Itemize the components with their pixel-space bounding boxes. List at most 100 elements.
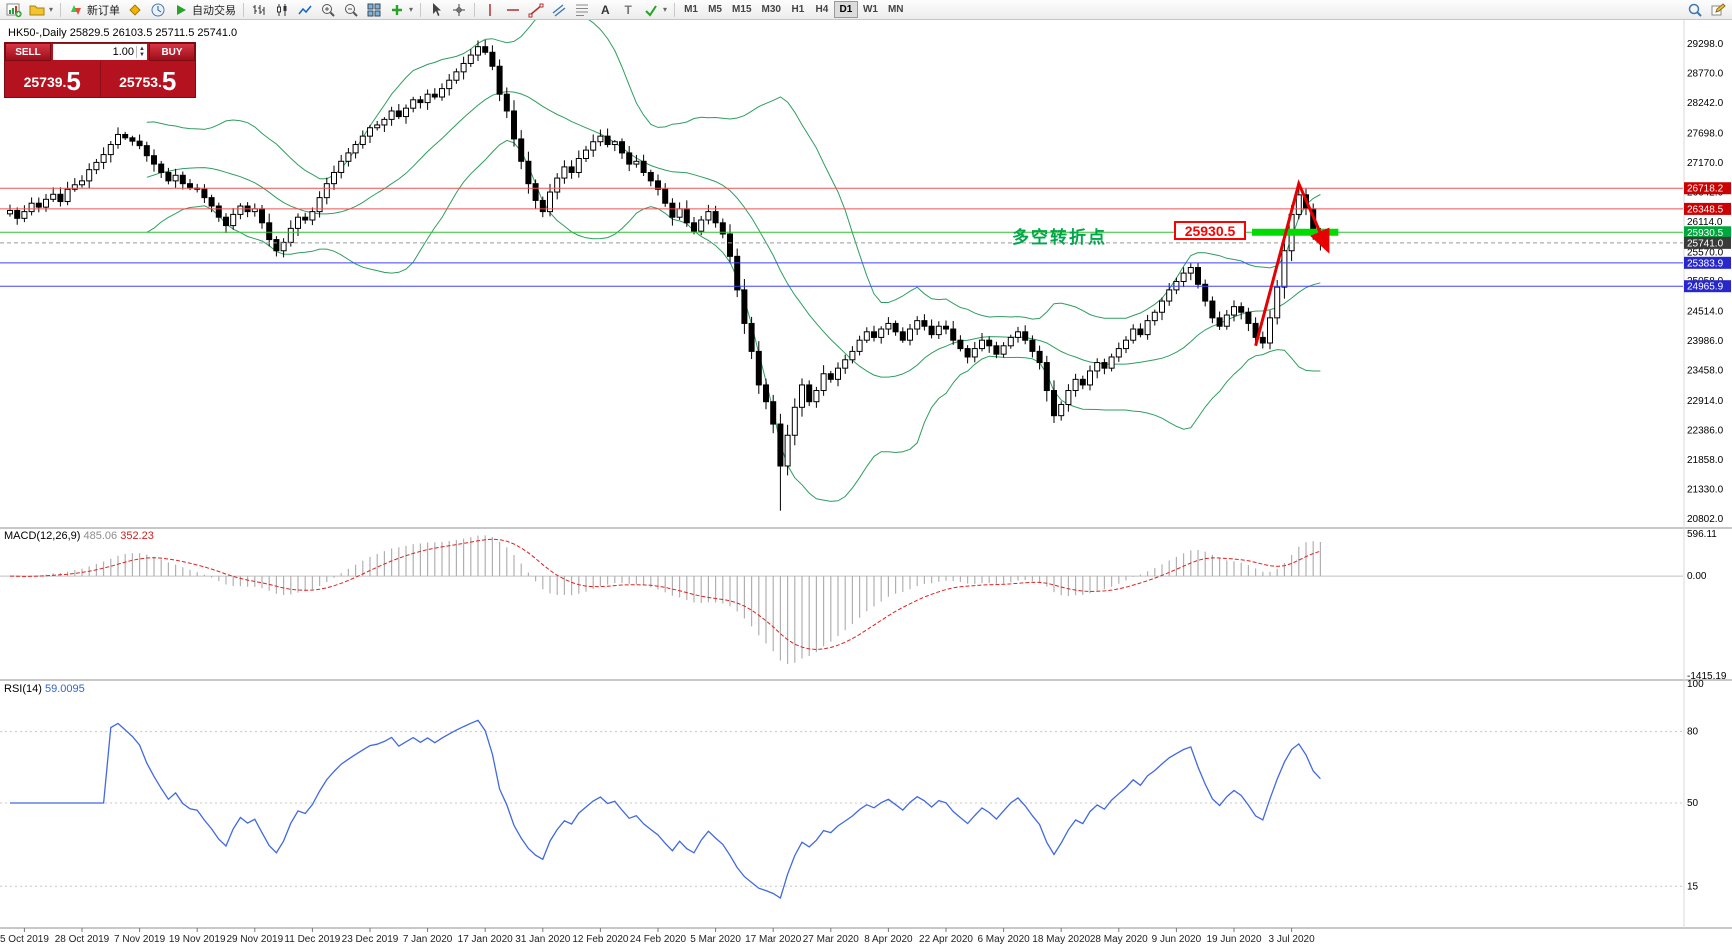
svg-text:3 Jul 2020: 3 Jul 2020: [1269, 934, 1316, 945]
svg-text:596.11: 596.11: [1687, 529, 1717, 540]
timeframe-button-d1[interactable]: D1: [833, 1, 858, 18]
horizontal-levels: [0, 187, 1683, 287]
timeframe-button-w1[interactable]: W1: [858, 1, 883, 18]
text-label-button[interactable]: T: [617, 1, 639, 19]
zoom-out-button[interactable]: [340, 1, 362, 19]
svg-text:17 Jan 2020: 17 Jan 2020: [458, 934, 513, 945]
line-chart-button[interactable]: [294, 1, 316, 19]
volume-stepper[interactable]: ▲ ▼: [136, 46, 147, 58]
new-order-button[interactable]: 新订单: [65, 1, 123, 19]
svg-text:25383.9: 25383.9: [1687, 258, 1724, 269]
svg-text:15: 15: [1687, 881, 1699, 892]
macd-main-value: 485.06: [83, 530, 118, 542]
timeframe-button-mn[interactable]: MN: [883, 1, 909, 18]
trendline-icon: [528, 3, 544, 17]
svg-text:5 Oct 2019: 5 Oct 2019: [0, 934, 49, 945]
zoom-out-icon: [345, 3, 358, 17]
svg-text:100: 100: [1687, 679, 1704, 690]
svg-text:28 May 2020: 28 May 2020: [1090, 934, 1148, 945]
text-button[interactable]: A: [594, 1, 616, 19]
volume-input[interactable]: 1.00 ▲ ▼: [53, 44, 147, 60]
svg-text:80: 80: [1687, 727, 1699, 738]
metaeditor-icon: [129, 3, 141, 16]
buy-price-main: 25753.: [119, 74, 162, 90]
vertical-line-button[interactable]: [479, 1, 501, 19]
cursor-button[interactable]: [425, 1, 447, 19]
zoom-in-button[interactable]: [317, 1, 339, 19]
svg-text:17 Mar 2020: 17 Mar 2020: [745, 934, 802, 945]
trendline-button[interactable]: [525, 1, 547, 19]
price-chart[interactable]: 29298.028770.028242.027698.027170.026642…: [0, 20, 1732, 947]
fibonacci-button[interactable]: [571, 1, 593, 19]
svg-text:T: T: [625, 3, 633, 17]
svg-text:22914.0: 22914.0: [1687, 396, 1724, 407]
price-axis: 29298.028770.028242.027698.027170.026642…: [0, 20, 1732, 929]
compose-button[interactable]: [1707, 1, 1729, 19]
cursor-icon: [433, 2, 442, 16]
timeframe-button-h1[interactable]: H1: [786, 1, 810, 18]
sell-price-main: 25739.: [23, 74, 67, 90]
timeframe-button-m5[interactable]: M5: [703, 1, 727, 18]
svg-text:12 Feb 2020: 12 Feb 2020: [572, 934, 629, 945]
search-button[interactable]: [1684, 1, 1706, 19]
toolbar-separator: [674, 2, 676, 17]
metaeditor-button[interactable]: [124, 1, 146, 19]
svg-text:9 Jun 2020: 9 Jun 2020: [1152, 934, 1202, 945]
timeframe-button-m1[interactable]: M1: [679, 1, 703, 18]
candlestick-panel: [7, 20, 1324, 511]
autotrade-icon: [177, 4, 187, 15]
strategy-tester-button[interactable]: [147, 1, 169, 19]
buy-price-big-digit: 5: [161, 66, 177, 96]
tile-windows-icon: [367, 3, 381, 16]
chart-drawings: [1252, 179, 1339, 347]
svg-text:28242.0: 28242.0: [1687, 98, 1724, 109]
svg-text:18 May 2020: 18 May 2020: [1032, 934, 1090, 945]
autotrade-button[interactable]: 自动交易: [170, 1, 239, 19]
volume-down-icon[interactable]: ▼: [139, 52, 145, 58]
chart-title: HK50-,Daily 25829.5 26103.5 25711.5 2574…: [8, 27, 238, 39]
svg-text:5 Mar 2020: 5 Mar 2020: [690, 934, 741, 945]
turning-point-annotation[interactable]: 多空转折点: [1012, 228, 1107, 247]
arrows-button[interactable]: ▾: [640, 1, 670, 19]
svg-text:24514.0: 24514.0: [1687, 306, 1724, 317]
new-chart-button[interactable]: [3, 1, 25, 19]
macd-panel: [0, 535, 1683, 664]
volume-up-icon[interactable]: ▲: [139, 46, 145, 52]
svg-text:-1415.19: -1415.19: [1687, 671, 1727, 682]
rsi-panel: [0, 719, 1683, 900]
candlestick-chart-icon: [277, 3, 287, 16]
svg-text:26114.0: 26114.0: [1687, 217, 1723, 228]
profiles-icon: [29, 5, 45, 15]
profiles-button[interactable]: ▾: [26, 1, 56, 19]
svg-text:22 Apr 2020: 22 Apr 2020: [919, 934, 973, 945]
svg-text:0.00: 0.00: [1687, 571, 1707, 582]
bar-chart-button[interactable]: [248, 1, 270, 19]
price-level-annotation[interactable]: 25930.5: [1174, 221, 1246, 240]
bar-chart-icon: [253, 4, 265, 15]
tile-windows-button[interactable]: [363, 1, 385, 19]
svg-text:21858.0: 21858.0: [1687, 455, 1724, 466]
rsi-value: 59.0095: [44, 683, 85, 695]
line-chart-icon: [298, 5, 312, 14]
svg-text:29298.0: 29298.0: [1687, 39, 1724, 50]
rsi-name: RSI(14): [4, 683, 42, 695]
indicators-button[interactable]: ▾: [386, 1, 416, 19]
timeframe-button-h4[interactable]: H4: [810, 1, 834, 18]
volume-value[interactable]: 1.00: [112, 46, 134, 58]
buy-price[interactable]: 25753. 5: [101, 61, 196, 97]
buy-button[interactable]: BUY: [149, 43, 195, 61]
timeframe-button-m15[interactable]: M15: [727, 1, 756, 18]
trend-arrow[interactable]: [1254, 179, 1330, 347]
new-chart-icon: [6, 3, 22, 17]
timeframe-button-m30[interactable]: M30: [757, 1, 786, 18]
channel-button[interactable]: [548, 1, 570, 19]
crosshair-button[interactable]: [448, 1, 470, 19]
sell-price[interactable]: 25739. 5: [5, 61, 101, 97]
sell-button[interactable]: SELL: [5, 43, 51, 61]
horizontal-line-button[interactable]: [502, 1, 524, 19]
candlestick-chart-button[interactable]: [271, 1, 293, 19]
new-order-icon: [71, 4, 82, 15]
horizontal-line-icon: [507, 8, 520, 11]
arrows-icon: [645, 4, 657, 17]
